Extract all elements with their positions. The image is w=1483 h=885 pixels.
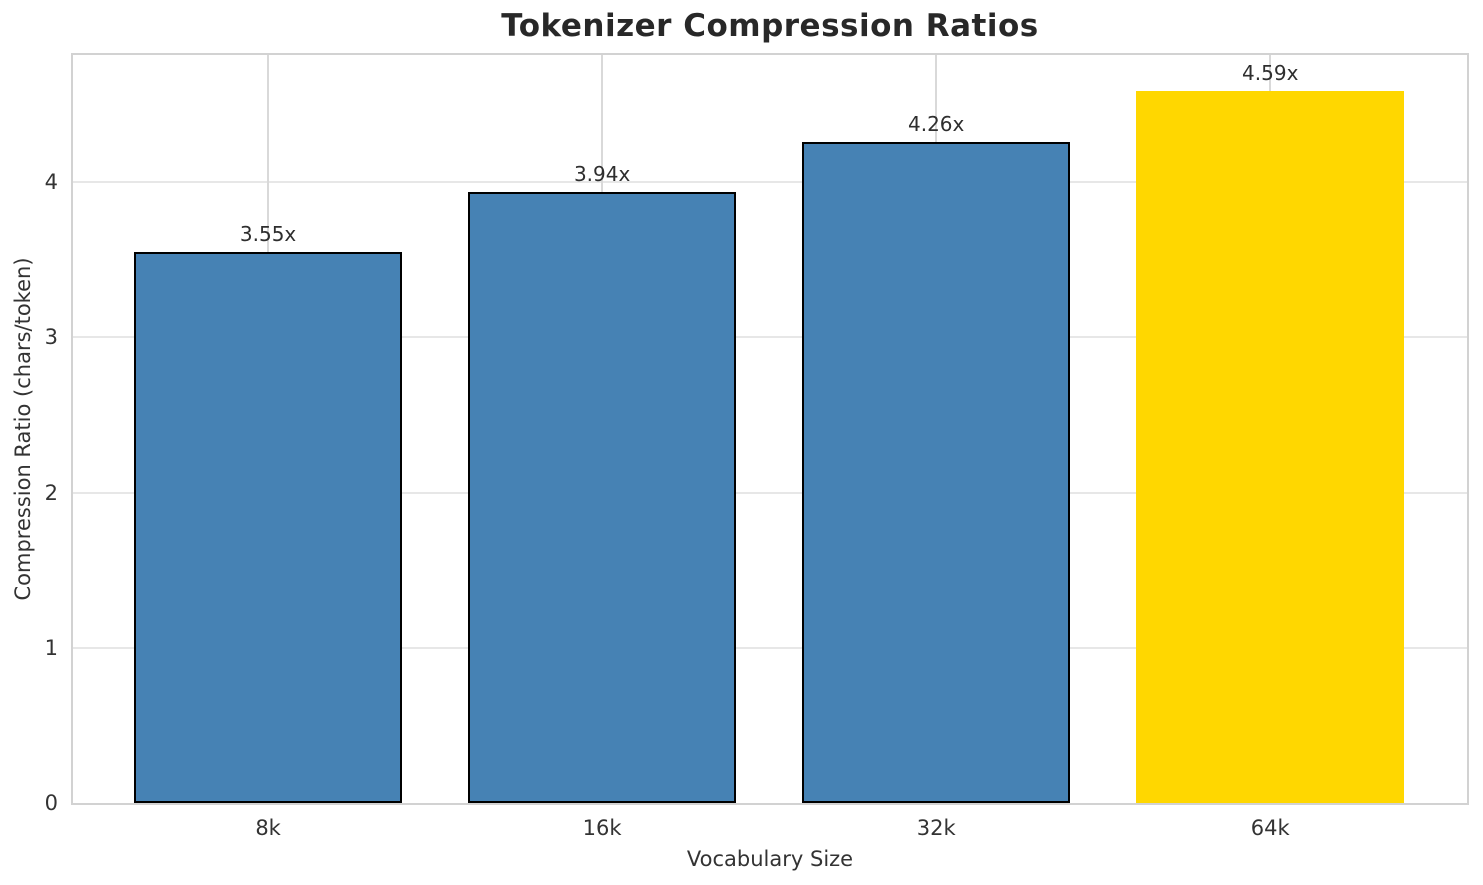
gridline-horizontal (73, 336, 1467, 339)
y-axis-title: Compression Ratio (chars/token) (11, 257, 35, 601)
x-axis-tick-labels: 8k 16k 32k 64k (71, 816, 1469, 844)
bar-32k (802, 141, 1071, 803)
x-tick-label: 32k (916, 816, 956, 840)
plot-area: 3.55x 3.94x 4.26x 4.59x (71, 53, 1469, 805)
gridline-horizontal (73, 646, 1467, 649)
x-tick-label: 8k (255, 816, 281, 840)
gridline-horizontal (73, 181, 1467, 184)
x-axis-title: Vocabulary Size (686, 847, 854, 871)
bar-value-label: 4.59x (1242, 60, 1299, 85)
y-axis-tick-labels: 0 1 2 3 4 (0, 53, 58, 815)
bar-16k (468, 191, 737, 803)
bar-8k (134, 252, 403, 803)
y-tick-label: 3 (44, 325, 58, 350)
y-tick-label: 1 (44, 635, 58, 660)
y-tick-label: 2 (44, 480, 58, 505)
bar-value-label: 3.94x (573, 161, 631, 186)
bar-64k (1136, 90, 1405, 803)
bar-value-label: 4.26x (908, 111, 965, 136)
bar-value-label: 3.55x (239, 222, 297, 247)
chart-title: Tokenizer Compression Ratios (501, 8, 1039, 44)
gridline-horizontal (73, 491, 1467, 494)
x-tick-label: 64k (1250, 816, 1290, 840)
x-tick-label: 16k (582, 816, 622, 840)
y-tick-label: 0 (44, 791, 58, 815)
y-tick-label: 4 (44, 170, 58, 195)
